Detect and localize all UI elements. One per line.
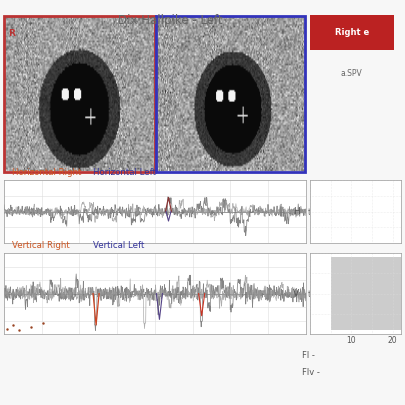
Text: t[s]: t[s] bbox=[307, 289, 320, 298]
Text: Vertical Right: Vertical Right bbox=[12, 241, 70, 250]
Text: Flv -: Flv - bbox=[302, 368, 320, 377]
Text: t[s]: t[s] bbox=[307, 207, 320, 216]
Bar bbox=[156, 16, 305, 172]
Text: R: R bbox=[8, 29, 15, 38]
Text: a.SPV: a.SPV bbox=[341, 69, 362, 78]
Bar bbox=[4, 16, 155, 172]
Text: V: V bbox=[293, 289, 299, 298]
Bar bbox=[310, 15, 394, 51]
Text: Fl -: Fl - bbox=[302, 352, 315, 360]
Text: Vertical Left: Vertical Left bbox=[93, 241, 145, 250]
Text: Dix Hallpike - Left: Dix Hallpike - Left bbox=[118, 14, 222, 27]
Bar bbox=[330, 257, 401, 330]
Text: H: H bbox=[293, 207, 299, 216]
Text: Right e: Right e bbox=[335, 28, 369, 37]
Text: Horizontal Left: Horizontal Left bbox=[93, 168, 156, 177]
Text: Horizontal Right: Horizontal Right bbox=[12, 168, 81, 177]
